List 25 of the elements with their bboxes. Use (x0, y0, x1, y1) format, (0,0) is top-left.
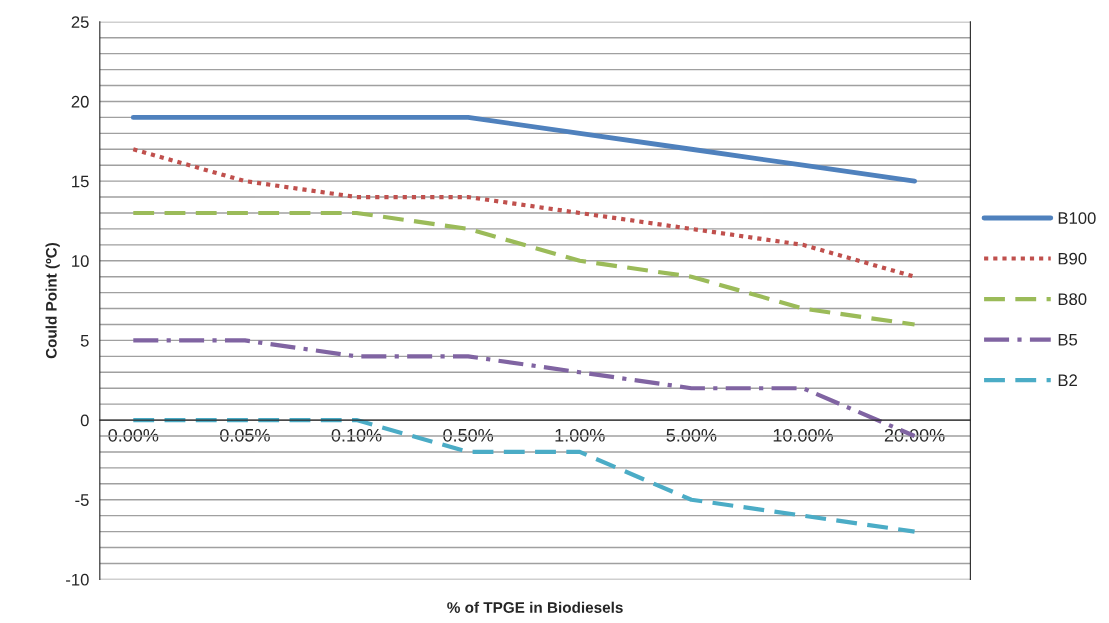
legend-label: B90 (1058, 252, 1087, 265)
y-tick-label: 25 (71, 16, 89, 29)
x-tick-label: 0.05% (220, 428, 270, 442)
line-series (130, 114, 917, 184)
x-tick-label: 1.00% (555, 428, 605, 442)
line-series (131, 210, 917, 327)
y-tick-label: -5 (75, 494, 89, 506)
y-tick-label: -10 (66, 573, 89, 586)
x-tick-label: 0.00% (108, 428, 159, 442)
x-axis-title: % of TPGE in Biodiesels (447, 601, 623, 613)
legend-label: B2 (1058, 374, 1077, 386)
y-tick-label: 15 (72, 175, 89, 188)
legend-label: B5 (1058, 333, 1078, 346)
legend-label: B80 (1058, 293, 1087, 306)
y-tick-label: 5 (80, 335, 89, 347)
x-tick-label: 0.10% (331, 428, 382, 442)
x-tick-label: 20.00% (884, 428, 945, 442)
x-tick-label: 10.00% (773, 428, 833, 442)
y-axis-title: Could Point (ºC) (45, 242, 60, 359)
y-tick-label: 0 (80, 414, 89, 427)
x-tick-label: 0.50% (443, 428, 494, 442)
x-tick-label: 5.00% (666, 428, 717, 442)
legend-label: B100 (1058, 212, 1096, 224)
y-tick-label: 20 (71, 95, 89, 108)
y-tick-label: 10 (72, 255, 89, 267)
